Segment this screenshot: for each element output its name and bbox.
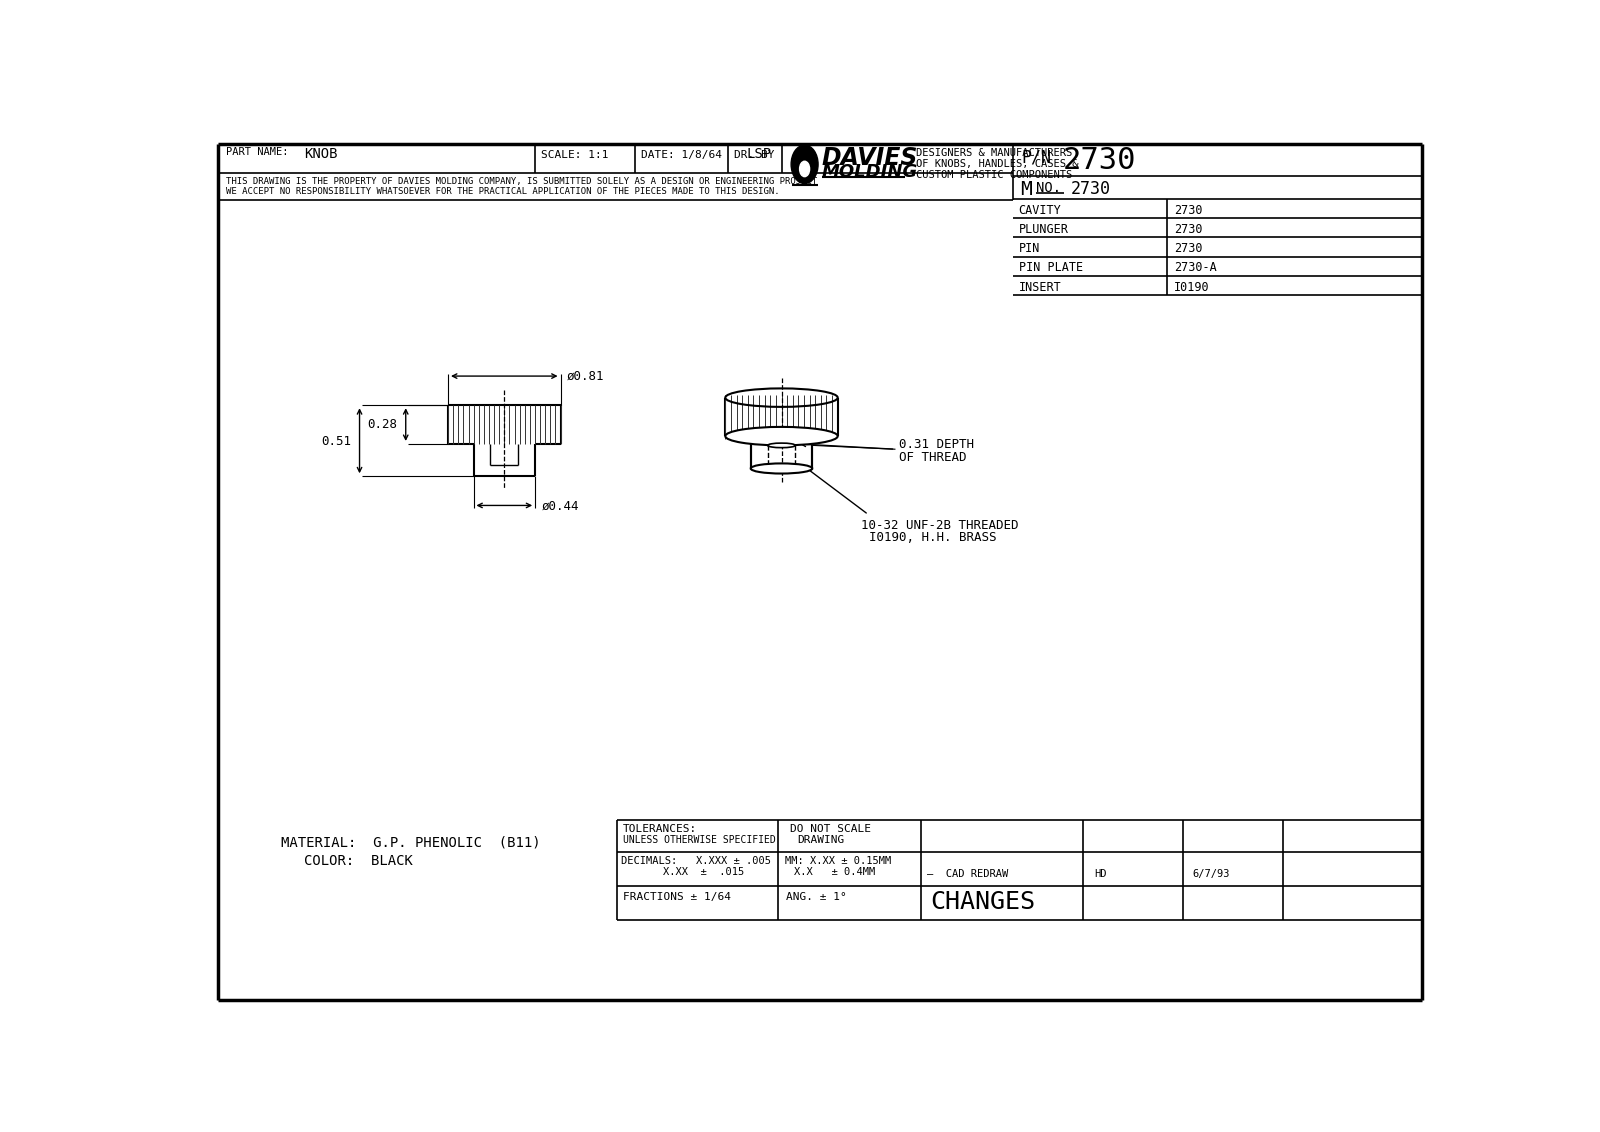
Text: PIN: PIN — [1019, 242, 1040, 255]
Text: CHANGES: CHANGES — [930, 890, 1035, 914]
Text: DAVIES: DAVIES — [821, 146, 918, 170]
Text: CUSTOM PLASTIC COMPONENTS: CUSTOM PLASTIC COMPONENTS — [917, 170, 1072, 180]
Text: THIS DRAWING IS THE PROPERTY OF DAVIES MOLDING COMPANY, IS SUBMITTED SOLELY AS A: THIS DRAWING IS THE PROPERTY OF DAVIES M… — [226, 177, 818, 186]
Ellipse shape — [790, 145, 818, 183]
Text: CAVITY: CAVITY — [1019, 204, 1061, 216]
Text: X.X   ± 0.4MM: X.X ± 0.4MM — [794, 867, 875, 877]
Text: SCALE: 1:1: SCALE: 1:1 — [541, 149, 608, 160]
Text: PART NAME:: PART NAME: — [226, 147, 288, 157]
Text: 6/7/93: 6/7/93 — [1192, 869, 1229, 878]
Text: MATERIAL:  G.P. PHENOLIC  (B11): MATERIAL: G.P. PHENOLIC (B11) — [282, 835, 541, 849]
Ellipse shape — [800, 161, 810, 177]
Text: FRACTIONS ± 1/64: FRACTIONS ± 1/64 — [622, 892, 731, 902]
Text: PIN PLATE: PIN PLATE — [1019, 261, 1083, 274]
Text: DECIMALS:   X.XXX ± .005: DECIMALS: X.XXX ± .005 — [621, 856, 771, 866]
Text: DR. BY: DR. BY — [734, 149, 774, 160]
Text: TOLERANCES:: TOLERANCES: — [622, 824, 698, 834]
Text: LSP: LSP — [747, 147, 771, 162]
Text: 0.28: 0.28 — [368, 419, 397, 431]
Text: DO NOT SCALE: DO NOT SCALE — [790, 824, 870, 834]
Text: ANG. ± 1°: ANG. ± 1° — [786, 892, 846, 902]
Text: 2730: 2730 — [1062, 146, 1136, 174]
Text: DRAWING: DRAWING — [798, 835, 845, 844]
Text: 2730-A: 2730-A — [1174, 261, 1218, 274]
Text: ø0.44: ø0.44 — [541, 499, 579, 513]
Text: X.XX  ±  .015: X.XX ± .015 — [662, 867, 744, 877]
Text: ø0.81: ø0.81 — [566, 370, 605, 383]
Text: DESIGNERS & MANUFACTURERS: DESIGNERS & MANUFACTURERS — [917, 148, 1072, 158]
Ellipse shape — [768, 443, 795, 447]
Text: 2730: 2730 — [1174, 223, 1203, 235]
Text: 2730: 2730 — [1174, 242, 1203, 255]
Text: OF KNOBS, HANDLES, CASES &: OF KNOBS, HANDLES, CASES & — [917, 158, 1078, 169]
Text: MM: X.XX ± 0.15MM: MM: X.XX ± 0.15MM — [784, 856, 891, 866]
Text: OF THREAD: OF THREAD — [899, 451, 966, 464]
Text: 2730: 2730 — [1174, 204, 1203, 216]
Text: I0190: I0190 — [1174, 281, 1210, 293]
Text: I0190, H.H. BRASS: I0190, H.H. BRASS — [869, 531, 997, 543]
Ellipse shape — [725, 427, 838, 445]
Ellipse shape — [750, 463, 813, 473]
Text: 10-32 UNF-2B THREADED: 10-32 UNF-2B THREADED — [861, 518, 1018, 532]
Text: KNOB: KNOB — [304, 147, 338, 162]
Text: PLUNGER: PLUNGER — [1019, 223, 1069, 235]
Text: UNLESS OTHERWISE SPECIFIED: UNLESS OTHERWISE SPECIFIED — [622, 835, 776, 844]
Text: P/N: P/N — [1022, 148, 1051, 166]
Text: WE ACCEPT NO RESPONSIBILITY WHATSOEVER FOR THE PRACTICAL APPLICATION OF THE PIEC: WE ACCEPT NO RESPONSIBILITY WHATSOEVER F… — [226, 187, 779, 196]
Text: HD: HD — [1094, 869, 1107, 878]
Text: M: M — [1021, 180, 1032, 199]
Text: 0.31 DEPTH: 0.31 DEPTH — [899, 438, 974, 452]
Text: –  CAD REDRAW: – CAD REDRAW — [926, 869, 1008, 878]
Text: NO.: NO. — [1035, 180, 1061, 195]
Text: 0.51: 0.51 — [322, 435, 350, 447]
Text: INSERT: INSERT — [1019, 281, 1061, 293]
Text: COLOR:  BLACK: COLOR: BLACK — [304, 855, 413, 868]
Text: DATE: 1/8/64: DATE: 1/8/64 — [642, 149, 722, 160]
Text: MOLDING: MOLDING — [821, 163, 918, 181]
Text: 2730: 2730 — [1070, 180, 1110, 198]
